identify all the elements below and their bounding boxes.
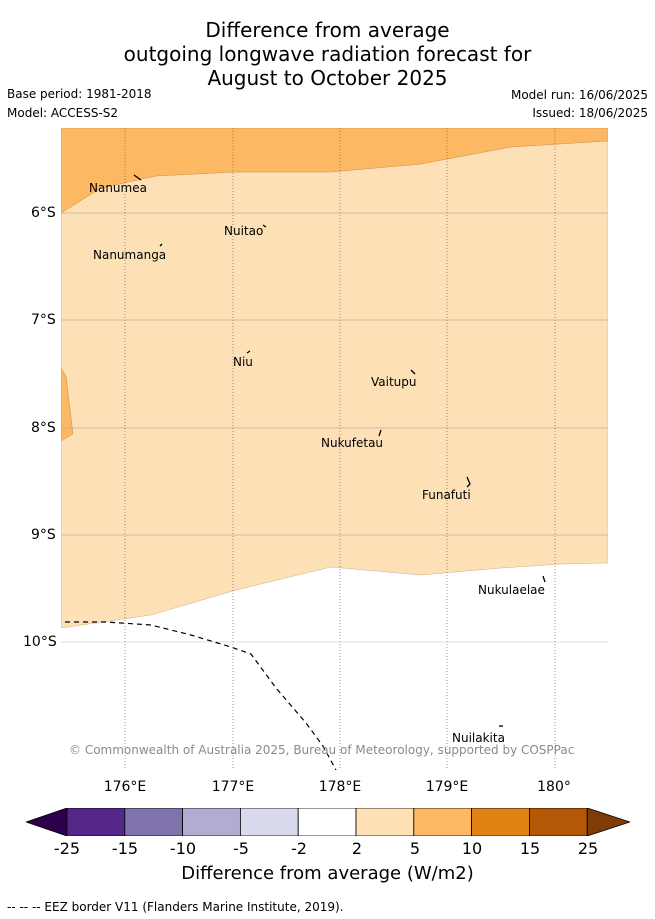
colorbar-tick-neg10: -10 xyxy=(169,839,197,858)
colorbar-tick-neg2: -2 xyxy=(291,839,307,858)
colorbar-tick-neg25: -25 xyxy=(53,839,81,858)
base-period: Base period: 1981-2018 xyxy=(7,87,152,101)
chart-title: Difference from average outgoing longwav… xyxy=(0,18,655,90)
place-label-nanumanga: Nanumanga xyxy=(93,248,167,262)
place-label-funafuti: Funafuti xyxy=(422,488,471,502)
island-niu xyxy=(246,350,251,354)
y-tick-8s: 8°S xyxy=(31,420,56,436)
place-label-niu: Niu xyxy=(233,355,253,369)
island-marks xyxy=(133,174,546,727)
copyright-notice: © Commonwealth of Australia 2025, Bureau… xyxy=(69,743,575,757)
place-label-nuilakita: Nuilakita xyxy=(452,731,505,745)
colorbar-extend-low xyxy=(26,808,68,836)
eez-legend: -- -- -- EEZ border V11 (Flanders Marine… xyxy=(7,900,344,914)
colorbar-tick-15: 15 xyxy=(519,839,541,858)
colorbar-tick-25: 25 xyxy=(577,839,599,858)
colorbar-cell xyxy=(182,808,241,836)
island-nanumanga xyxy=(159,243,163,247)
y-tick-7s: 7°S xyxy=(31,312,56,328)
y-tick-10s: 10°S xyxy=(23,634,57,650)
colorbar-cell xyxy=(471,808,530,836)
place-label-nukufetau: Nukufetau xyxy=(321,436,384,450)
x-tick-176: 176°E xyxy=(103,779,147,795)
colorbar-cell xyxy=(297,808,357,836)
model-name: Model: ACCESS-S2 xyxy=(7,106,119,120)
y-tick-6s: 6°S xyxy=(31,205,56,221)
anomaly-2-5-region xyxy=(61,128,608,629)
colorbar-extend-high xyxy=(586,808,630,836)
x-tick-180: 180° xyxy=(537,779,571,795)
colorbar xyxy=(26,808,630,836)
latitude-gridlines xyxy=(61,212,608,643)
title-line-2: outgoing longwave radiation forecast for xyxy=(123,42,532,66)
title-line-3: August to October 2025 xyxy=(207,66,448,90)
colorbar-tick-5: 5 xyxy=(409,839,421,858)
y-tick-9s: 9°S xyxy=(31,527,56,543)
colorbar-tick-2: 2 xyxy=(351,839,363,858)
island-nukulaelae xyxy=(542,575,546,583)
island-nanumea xyxy=(133,174,142,181)
anomaly-5-10-region-west xyxy=(61,367,74,442)
anomaly-5-10-region-north xyxy=(61,128,608,214)
issued-date: Issued: 18/06/2025 xyxy=(532,106,648,120)
place-label-vaitupu: Vaitupu xyxy=(371,375,417,389)
colorbar-cell xyxy=(124,808,184,836)
place-label-nukulaelae: Nukulaelae xyxy=(478,583,545,597)
place-label-nuitao: Nuitao xyxy=(224,224,264,238)
longitude-gridlines xyxy=(124,128,556,770)
map-panel xyxy=(61,128,608,770)
island-funafuti xyxy=(466,476,471,488)
island-nukufetau xyxy=(378,429,382,437)
x-tick-178: 178°E xyxy=(318,779,362,795)
colorbar-cell xyxy=(528,808,588,836)
colorbar-label: Difference from average (W/m2) xyxy=(181,863,474,884)
colorbar-cell xyxy=(239,808,299,836)
x-tick-179: 179°E xyxy=(425,779,469,795)
island-nuitao xyxy=(262,224,267,228)
colorbar-cell xyxy=(355,808,415,836)
colorbar-cell xyxy=(413,808,472,836)
colorbar-cell xyxy=(66,808,126,836)
title-line-1: Difference from average xyxy=(205,18,450,42)
x-tick-177: 177°E xyxy=(211,779,255,795)
island-vaitupu xyxy=(410,369,416,375)
colorbar-tick-neg15: -15 xyxy=(111,839,139,858)
place-label-nanumea: Nanumea xyxy=(89,181,147,195)
eez-border xyxy=(65,621,337,770)
model-run: Model run: 16/06/2025 xyxy=(510,88,648,102)
colorbar-tick-neg5: -5 xyxy=(233,839,249,858)
colorbar-tick-10: 10 xyxy=(461,839,483,858)
